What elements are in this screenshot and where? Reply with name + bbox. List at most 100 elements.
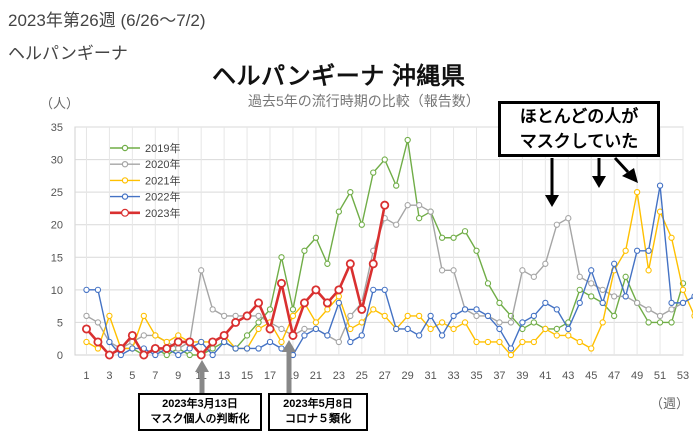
- x-tick-label: 23: [333, 370, 345, 382]
- data-point: [450, 267, 457, 274]
- x-tick-label: 13: [218, 370, 230, 382]
- data-point: [553, 221, 560, 228]
- data-point: [611, 260, 618, 267]
- data-point: [301, 332, 308, 339]
- data-point: [324, 260, 331, 267]
- data-point: [198, 338, 205, 346]
- data-point: [312, 234, 320, 241]
- data-point: [416, 215, 423, 222]
- data-point: [301, 247, 308, 254]
- data-point: [668, 299, 675, 307]
- data-point: [404, 325, 411, 333]
- data-point: [588, 280, 595, 287]
- x-tick-label: 37: [493, 370, 505, 382]
- data-point: [345, 259, 355, 269]
- x-tick-label: 3: [106, 370, 112, 382]
- data-point: [357, 304, 367, 314]
- data-point: [633, 247, 641, 254]
- x-tick-label: 25: [356, 370, 368, 382]
- data-point: [611, 293, 618, 300]
- data-point: [335, 208, 342, 215]
- disease-label: ヘルパンギーナ: [8, 44, 128, 63]
- data-point: [347, 338, 354, 346]
- data-point: [347, 312, 354, 320]
- data-point: [106, 338, 113, 346]
- x-tick-label: 39: [516, 370, 528, 382]
- data-point: [231, 317, 241, 327]
- data-point: [438, 234, 446, 241]
- data-point: [347, 188, 354, 196]
- data-point: [255, 345, 262, 352]
- data-point: [633, 188, 641, 196]
- data-point: [152, 332, 159, 339]
- data-point: [175, 332, 182, 339]
- x-tick-label: 7: [152, 370, 158, 382]
- data-point: [358, 332, 365, 339]
- data-point: [209, 306, 216, 313]
- data-point: [83, 286, 90, 294]
- data-point: [393, 221, 400, 228]
- data-point: [255, 325, 262, 333]
- x-tick-label: 49: [631, 370, 643, 382]
- data-point: [311, 285, 321, 295]
- data-point: [416, 332, 423, 339]
- x-tick-label: 35: [470, 370, 482, 382]
- data-point: [576, 338, 583, 346]
- data-point: [496, 338, 503, 346]
- mask-policy-note: 2023年3月13日 マスク個人の判断化: [138, 393, 262, 431]
- data-point: [265, 324, 275, 334]
- data-point: [186, 345, 193, 352]
- x-tick-label: 53: [677, 370, 689, 382]
- x-axis-unit: （週）: [650, 396, 690, 411]
- data-point: [553, 332, 560, 339]
- data-point: [243, 345, 251, 352]
- data-point: [404, 312, 411, 320]
- mask-policy-text: マスク個人の判断化: [150, 413, 250, 425]
- callout-line-1: ほとんどの人が: [519, 107, 639, 126]
- data-point: [416, 312, 423, 320]
- data-point: [335, 338, 342, 346]
- arrow-to-2021-peak-head: [592, 176, 606, 188]
- data-point: [94, 286, 102, 294]
- data-point: [175, 351, 182, 359]
- legend-label: 2023年: [145, 206, 180, 220]
- data-point: [140, 332, 147, 339]
- data-point: [289, 306, 297, 313]
- data-point: [519, 319, 526, 326]
- data-point: [427, 208, 434, 215]
- data-point: [645, 319, 652, 326]
- data-point: [106, 312, 113, 320]
- data-point: [232, 345, 239, 352]
- data-point: [209, 345, 216, 352]
- data-point: [404, 136, 411, 144]
- x-tick-label: 29: [402, 370, 414, 382]
- data-point: [185, 337, 195, 347]
- data-point: [322, 298, 332, 308]
- data-point: [370, 169, 377, 176]
- x-tick-label: 41: [539, 370, 551, 382]
- data-point: [588, 345, 595, 352]
- data-point: [278, 338, 285, 346]
- legend-label: 2021年: [145, 173, 180, 187]
- data-point: [622, 293, 629, 300]
- data-point: [242, 311, 252, 321]
- data-point: [496, 299, 503, 307]
- data-point: [83, 312, 90, 320]
- data-point: [266, 306, 274, 313]
- y-tick-label: 5: [57, 317, 63, 329]
- data-point: [198, 267, 205, 274]
- y-tick-label: 35: [51, 122, 63, 134]
- data-point: [530, 338, 538, 346]
- data-point: [530, 273, 538, 280]
- data-point: [289, 312, 297, 320]
- arrow-to-2020-peak-head: [545, 195, 559, 207]
- x-tick-label: 51: [654, 370, 666, 382]
- data-point: [381, 156, 388, 163]
- data-point: [93, 337, 103, 347]
- data-point: [129, 345, 136, 352]
- data-point: [81, 324, 91, 334]
- data-point: [232, 312, 239, 320]
- chart-title: ヘルパンギーナ 沖縄県: [212, 63, 466, 90]
- arrow-to-2022-peak-head: [622, 168, 638, 183]
- data-point: [312, 325, 320, 333]
